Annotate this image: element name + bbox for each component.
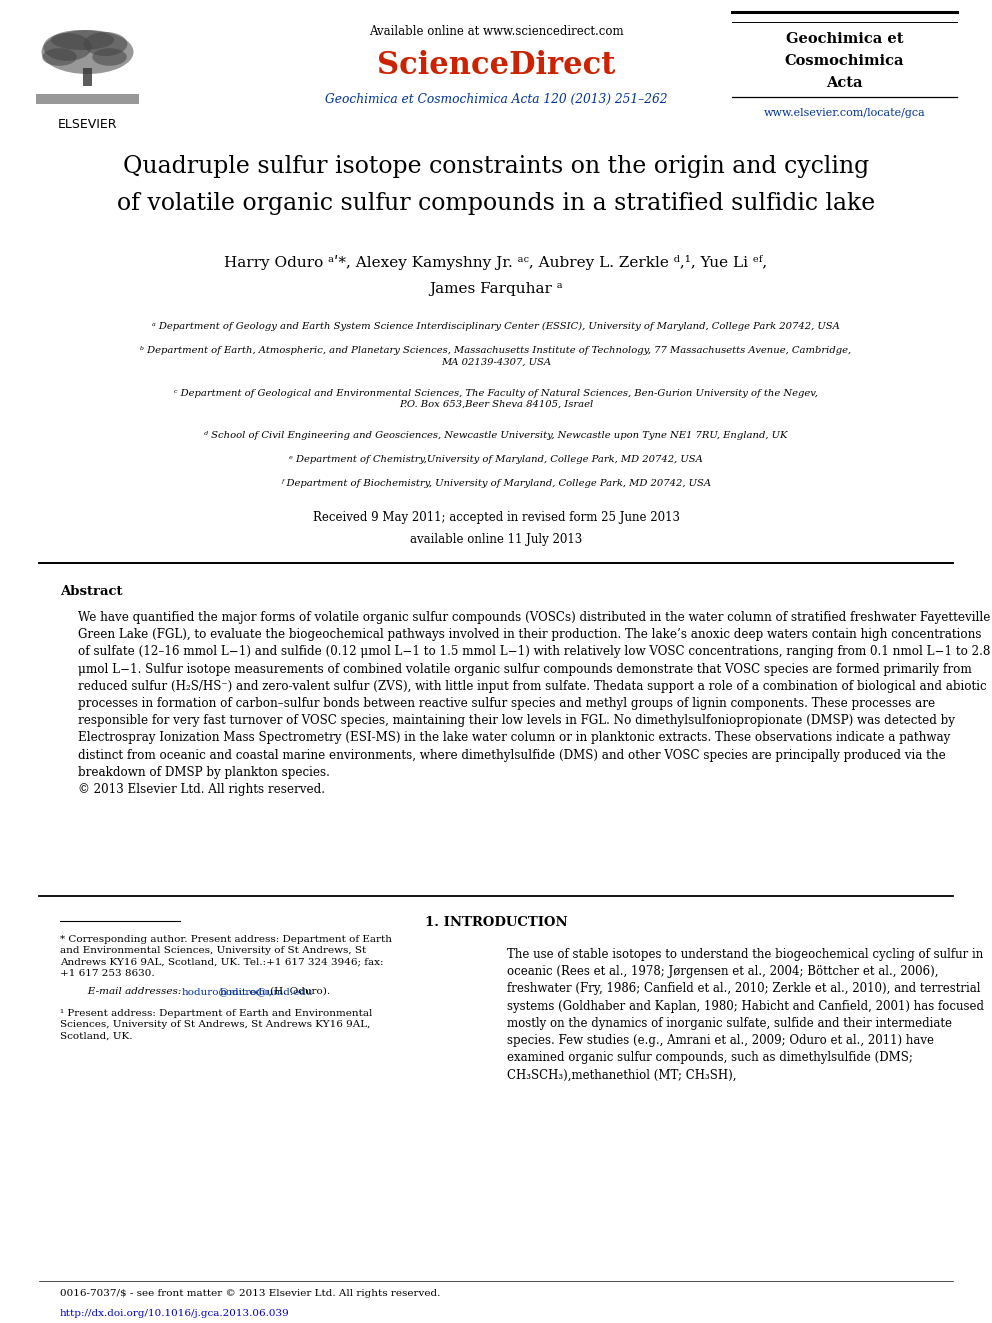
Text: hoduro@mit.edu,: hoduro@mit.edu, [182,987,273,996]
Text: Geochimica et Cosmochimica Acta 120 (2013) 251–262: Geochimica et Cosmochimica Acta 120 (201… [324,93,668,106]
Text: ELSEVIER: ELSEVIER [58,118,117,131]
Ellipse shape [92,48,127,66]
Text: The use of stable isotopes to understand the biogeochemical cycling of sulfur in: The use of stable isotopes to understand… [507,949,984,1081]
Text: available online 11 July 2013: available online 11 July 2013 [410,533,582,546]
Text: E-mail addresses:: E-mail addresses: [78,987,182,996]
Text: Cosmochimica: Cosmochimica [785,54,905,67]
Text: ᶠ Department of Biochemistry, University of Maryland, College Park, MD 20742, US: ᶠ Department of Biochemistry, University… [281,479,711,488]
Text: ᵇ Department of Earth, Atmospheric, and Planetary Sciences, Massachusetts Instit: ᵇ Department of Earth, Atmospheric, and … [141,347,851,366]
Ellipse shape [51,30,114,50]
Text: Geochimica et: Geochimica et [786,32,904,46]
Text: Received 9 May 2011; accepted in revised form 25 June 2013: Received 9 May 2011; accepted in revised… [312,511,680,524]
Text: http://dx.doi.org/10.1016/j.gca.2013.06.039: http://dx.doi.org/10.1016/j.gca.2013.06.… [60,1308,290,1318]
Bar [83,67,92,86]
Text: of volatile organic sulfur compounds in a stratified sulfidic lake: of volatile organic sulfur compounds in … [117,192,875,216]
Text: Abstract: Abstract [60,585,122,598]
Text: ᵈ School of Civil Engineering and Geosciences, Newcastle University, Newcastle u: ᵈ School of Civil Engineering and Geosci… [204,431,788,441]
Text: We have quantified the major forms of volatile organic sulfur compounds (VOSCs) : We have quantified the major forms of vo… [78,611,990,796]
Text: hoduro@umd.edu: hoduro@umd.edu [220,987,313,996]
Text: ᵃ Department of Geology and Earth System Science Interdisciplinary Center (ESSIC: ᵃ Department of Geology and Earth System… [152,321,840,331]
Text: www.elsevier.com/locate/gca: www.elsevier.com/locate/gca [764,108,926,118]
Text: James Farquhar ᵃ: James Farquhar ᵃ [430,282,562,296]
Text: ᶜ Department of Geological and Environmental Sciences, The Faculty of Natural Sc: ᶜ Department of Geological and Environme… [174,389,818,409]
Text: ᵉ Department of Chemistry,University of Maryland, College Park, MD 20742, USA: ᵉ Department of Chemistry,University of … [289,455,703,464]
Text: * Corresponding author. Present address: Department of Earth
and Environmental S: * Corresponding author. Present address:… [60,935,392,978]
Text: ¹ Present address: Department of Earth and Environmental
Sciences, University of: ¹ Present address: Department of Earth a… [60,1009,372,1041]
Text: Harry Oduro ᵃʹ*, Alexey Kamyshny Jr. ᵃᶜ, Aubrey L. Zerkle ᵈ,¹, Yue Li ᵉᶠ,: Harry Oduro ᵃʹ*, Alexey Kamyshny Jr. ᵃᶜ,… [224,255,768,270]
Ellipse shape [44,33,91,61]
Text: ScienceDirect: ScienceDirect [377,50,615,81]
Ellipse shape [42,30,134,74]
Text: Acta: Acta [826,75,863,90]
Ellipse shape [43,48,76,66]
Text: 1. INTRODUCTION: 1. INTRODUCTION [425,916,567,929]
Text: (H. Oduro).: (H. Oduro). [270,987,330,996]
Text: 0016-7037/$ - see front matter © 2013 Elsevier Ltd. All rights reserved.: 0016-7037/$ - see front matter © 2013 El… [60,1289,440,1298]
Bar [36,94,139,105]
Ellipse shape [83,32,127,56]
Text: Available online at www.sciencedirect.com: Available online at www.sciencedirect.co… [369,25,623,38]
Text: Quadruple sulfur isotope constraints on the origin and cycling: Quadruple sulfur isotope constraints on … [123,155,869,179]
